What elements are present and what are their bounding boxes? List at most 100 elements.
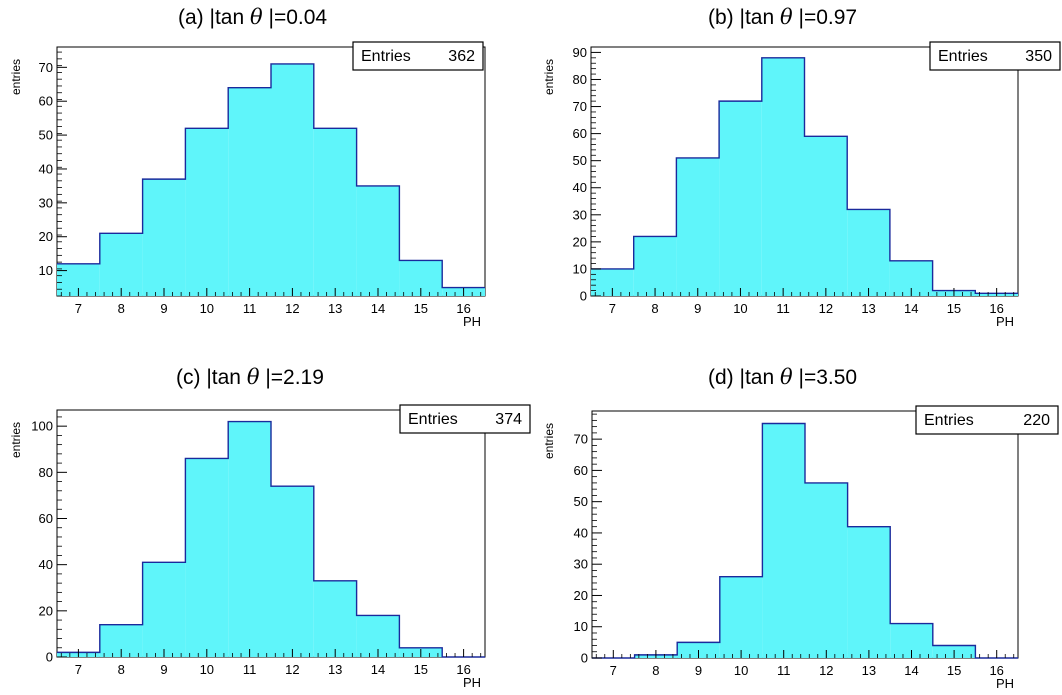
x-tick-label: 9	[695, 663, 702, 678]
x-tick-label: 11	[776, 301, 790, 316]
panel-c-title-symbol: θ	[246, 365, 260, 389]
y-tick-label: 50	[573, 153, 587, 168]
y-tick-label: 20	[573, 234, 587, 249]
x-tick-label: 10	[200, 662, 214, 677]
stats-box	[915, 405, 1059, 435]
panel-c-title-suffix: |=2.19	[265, 366, 324, 389]
histogram-panel-b: 7 8 9 10 11 12 13 14 15 16 0 10 20 30 40 50 60 70 80 90 PH en…	[542, 41, 1061, 329]
histogram-bar	[761, 57, 805, 297]
x-tick-label: 12	[285, 662, 299, 677]
y-tick-label: 10	[573, 261, 587, 276]
panel-c-title: (c) |tan θ |=2.19	[176, 365, 324, 390]
panel-b-title-prefix: (b) |tan	[708, 6, 775, 29]
y-tick-label: 80	[39, 465, 53, 480]
y-tick-label: 0	[46, 650, 53, 665]
x-tick-label: 13	[862, 663, 876, 678]
histogram-outline	[592, 422, 1018, 659]
histogram-bar	[356, 185, 400, 296]
y-tick-label: 80	[573, 72, 587, 87]
histogram-bar	[228, 421, 271, 657]
x-tick-label: 14	[371, 301, 385, 316]
y-tick-label: 20	[39, 603, 53, 618]
y-tick-label: 30	[573, 207, 587, 222]
histogram-bar	[676, 157, 720, 296]
x-tick-label: 13	[328, 662, 342, 677]
y-tick-label: 10	[39, 263, 53, 278]
x-tick-label: 15	[414, 301, 428, 316]
stats-label: Entries	[938, 48, 988, 65]
x-tick-label: 10	[200, 301, 214, 316]
histogram-bar	[313, 580, 357, 657]
x-tick-label: 7	[75, 662, 82, 677]
panel-d-title: (d) |tan θ |=3.50	[708, 365, 857, 390]
stats-label: Entries	[361, 48, 411, 65]
x-tick-label: 16	[989, 301, 1003, 316]
y-tick-label: 60	[39, 94, 53, 109]
y-axis-label: entries	[9, 422, 23, 458]
panel-a-title-prefix: (a) |tan	[178, 6, 245, 29]
x-tick-label: 11	[243, 662, 257, 677]
histogram-bar	[847, 209, 890, 296]
histogram-bar	[847, 526, 891, 658]
y-tick-label: 0	[580, 289, 587, 304]
x-tick-label: 12	[819, 663, 833, 678]
x-axis-label: PH	[996, 676, 1014, 691]
histogram-bar	[271, 486, 314, 657]
x-tick-label: 12	[285, 301, 299, 316]
y-tick-label: 50	[574, 494, 588, 509]
x-tick-label: 8	[652, 663, 659, 678]
stats-box	[399, 404, 531, 434]
histogram-bar	[185, 458, 229, 657]
histogram-panel-c: 7 8 9 10 11 12 13 14 15 16 0 20 40 60 80 100 PH entries En…	[9, 404, 531, 690]
x-tick-label: 16	[456, 301, 470, 316]
histogram-outline	[57, 420, 485, 658]
x-tick-label: 14	[904, 663, 918, 678]
histogram-outline	[591, 57, 1018, 294]
x-tick-label: 12	[819, 301, 833, 316]
histogram-bar	[804, 136, 848, 296]
y-tick-label: 30	[39, 195, 53, 210]
histogram-bar	[185, 128, 229, 296]
y-tick-label: 40	[39, 557, 53, 572]
x-tick-label: 9	[694, 301, 701, 316]
histogram-bar	[271, 63, 314, 296]
x-tick-label: 14	[371, 662, 385, 677]
y-axis-label: entries	[542, 59, 556, 95]
panel-b-title-symbol: θ	[780, 5, 793, 29]
panel-d-title-suffix: |=3.50	[798, 366, 858, 389]
x-tick-label: 10	[733, 301, 747, 316]
y-tick-label: 70	[574, 432, 588, 447]
y-axis-label: entries	[542, 423, 556, 459]
histogram-outline	[57, 63, 485, 289]
histogram-bar	[805, 482, 848, 658]
y-tick-label: 0	[581, 651, 588, 666]
x-tick-label: 8	[118, 662, 125, 677]
y-tick-label: 10	[574, 619, 588, 634]
x-tick-label: 9	[160, 301, 167, 316]
panel-d-title-symbol: θ	[780, 365, 793, 389]
panel-d-title-prefix: (d) |tan	[708, 366, 775, 389]
panel-a-title-symbol: θ	[250, 5, 263, 29]
y-tick-label: 60	[573, 126, 587, 141]
x-tick-label: 15	[947, 301, 961, 316]
y-tick-label: 60	[574, 463, 588, 478]
x-tick-label: 15	[414, 662, 428, 677]
histogram-panel-a: 7 8 9 10 11 12 13 14 15 16 10 20 30 40 50 60 70 PH entries…	[9, 41, 486, 329]
y-tick-label: 40	[573, 180, 587, 195]
x-tick-label: 7	[610, 663, 617, 678]
panel-a-title-suffix: |=0.04	[268, 6, 328, 29]
stats-box	[929, 41, 1061, 71]
x-axis-label: PH	[996, 314, 1014, 329]
y-tick-label: 90	[573, 45, 587, 60]
y-tick-label: 20	[574, 588, 588, 603]
x-axis-label: PH	[463, 675, 481, 690]
stats-value: 362	[448, 48, 475, 65]
x-tick-label: 9	[160, 662, 167, 677]
histogram-bar	[762, 423, 805, 658]
histogram-bar	[142, 562, 186, 657]
y-axis-label: entries	[9, 59, 23, 95]
x-axis-label: PH	[463, 314, 481, 329]
y-tick-label: 70	[573, 99, 587, 114]
stats-label: Entries	[408, 411, 458, 428]
y-tick-label: 50	[39, 128, 53, 143]
